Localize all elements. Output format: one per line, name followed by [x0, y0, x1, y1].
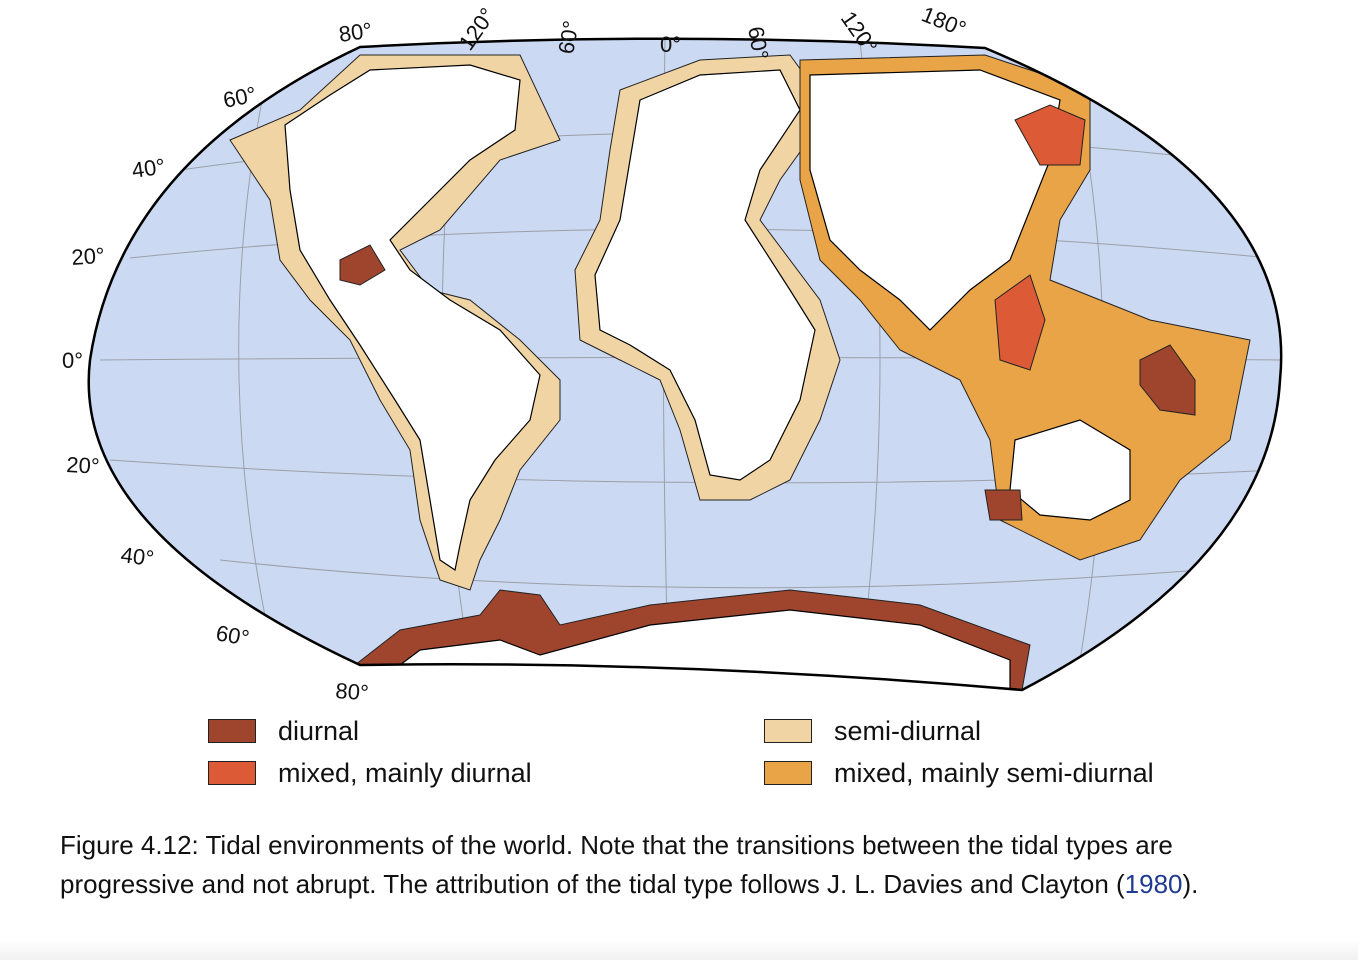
patch-gulf-of-mexico [339, 244, 386, 286]
figure-caption: Figure 4.12: Tidal environments of the w… [60, 826, 1310, 904]
legend-item-mixed-diurnal: mixed, mainly diurnal [208, 756, 532, 790]
lon-label: 180° [918, 1, 970, 41]
legend-item-mixed-semi-diurnal: mixed, mainly semi-diurnal [764, 756, 1154, 790]
land-americas [284, 64, 541, 571]
legend-item-semi-diurnal: semi-diurnal [764, 714, 981, 748]
lat-label: 60° [214, 620, 251, 650]
land-asia [809, 69, 1061, 331]
page-bottom-fade [0, 940, 1358, 960]
lat-label: 80° [335, 678, 370, 700]
legend-swatch-diurnal [208, 719, 256, 743]
lon-label: 80° [337, 18, 373, 47]
patch-w-australia [984, 489, 1023, 521]
caption-end: ). [1182, 869, 1199, 899]
legend-label: mixed, mainly semi-diurnal [834, 757, 1154, 788]
patch-new-guinea [1139, 344, 1196, 416]
lon-label: 60° [743, 25, 773, 62]
lat-label: 20° [71, 243, 106, 270]
legend: diurnal mixed, mainly diurnal semi-diurn… [0, 712, 1358, 802]
legend-label: diurnal [278, 715, 360, 746]
legend-swatch-semi-diurnal [764, 719, 812, 743]
lat-label: 40° [130, 154, 166, 183]
world-tidal-map: 80° 120° 60° 0° 60° 120° 180° 60° 40° 20… [62, 1, 1283, 700]
lat-label: 40° [119, 542, 155, 571]
legend-swatch-mixed-diurnal [208, 761, 256, 785]
caption-text: Figure 4.12: Tidal environments of the w… [60, 830, 1173, 899]
lon-label: 0° [660, 32, 681, 57]
legend-label: mixed, mainly diurnal [278, 757, 532, 788]
legend-swatch-mixed-semi-diurnal [764, 761, 812, 785]
lon-label: 60° [553, 19, 583, 56]
patch-okhotsk [1014, 104, 1086, 166]
map-outline [87, 37, 1283, 692]
patch-south-china-sea [994, 274, 1046, 371]
citation-link[interactable]: 1980 [1124, 869, 1183, 899]
lat-label: 20° [66, 452, 101, 479]
legend-label: semi-diurnal [834, 715, 982, 746]
legend-item-diurnal: diurnal [208, 714, 359, 748]
land-africa-europe [594, 69, 816, 481]
lat-label: 0° [62, 348, 83, 373]
